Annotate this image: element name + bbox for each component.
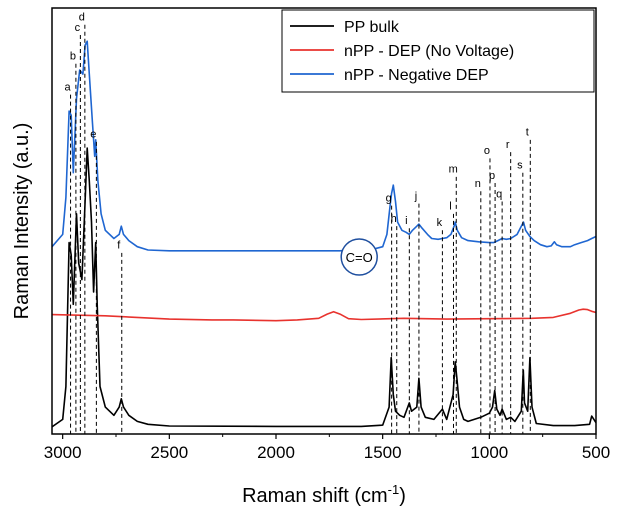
peak-marker-label-g: g xyxy=(386,192,392,204)
peak-marker-label-m: m xyxy=(449,164,458,176)
x-tick-label: 1500 xyxy=(364,443,402,462)
peak-marker-layer: a b cd e f gh i j kl m n o pq rs t xyxy=(64,12,531,434)
annotation-layer: C=O xyxy=(340,238,378,276)
legend-label-1: PP bulk xyxy=(344,19,400,36)
x-axis-title-sup: -1 xyxy=(388,482,400,497)
peak-marker-label-n: n xyxy=(475,178,481,190)
peak-marker-label-a: a xyxy=(64,81,71,93)
series-line-2 xyxy=(52,308,596,322)
peak-marker-label-j: j xyxy=(414,190,417,202)
x-tick-label: 500 xyxy=(582,443,610,462)
peak-marker-label-s: s xyxy=(517,160,523,172)
series-layer xyxy=(52,40,596,428)
peak-marker-label-o: o xyxy=(484,145,490,157)
peak-marker-label-k: k xyxy=(437,217,443,229)
legend-label-3: nPP - Negative DEP xyxy=(344,67,489,84)
x-axis-ticks: 3000 2500 2000 1500 1000 500 xyxy=(44,434,610,462)
peak-marker-label-r: r xyxy=(506,139,510,151)
peak-marker-label-l: l xyxy=(449,201,451,213)
peak-marker-label-b: b xyxy=(70,51,76,63)
peak-marker-label-f: f xyxy=(117,240,121,252)
peak-marker-label-t: t xyxy=(526,127,529,139)
x-axis-title-close: ) xyxy=(399,485,406,507)
peak-marker-label-p: p xyxy=(489,170,495,182)
peak-marker-label-q: q xyxy=(496,188,502,200)
y-axis-title: Raman Intensity (a.u.) xyxy=(11,123,33,320)
peak-marker-label-c: c xyxy=(75,22,81,34)
peak-marker-label-d: d xyxy=(79,12,85,24)
series-line-1 xyxy=(52,147,596,428)
peak-marker-label-i: i xyxy=(405,215,407,227)
peak-marker-label-h: h xyxy=(391,213,397,225)
legend-box xyxy=(281,9,595,93)
legend-label-2: nPP - DEP (No Voltage) xyxy=(344,43,514,60)
plot-frame xyxy=(51,7,597,435)
legend: PP bulk nPP - DEP (No Voltage) nPP - Negat… xyxy=(281,9,595,93)
x-tick-label: 3000 xyxy=(44,443,82,462)
series-line-3 xyxy=(52,40,596,252)
carbonyl-annotation-label: C=O xyxy=(346,250,373,265)
peak-marker-label-e: e xyxy=(90,129,96,141)
x-tick-label: 2500 xyxy=(150,443,188,462)
x-tick-label: 1000 xyxy=(470,443,508,462)
x-tick-label: 2000 xyxy=(257,443,295,462)
carbonyl-annotation-circle xyxy=(340,238,378,276)
x-axis-title: Raman shift (cm-1) xyxy=(242,482,406,507)
